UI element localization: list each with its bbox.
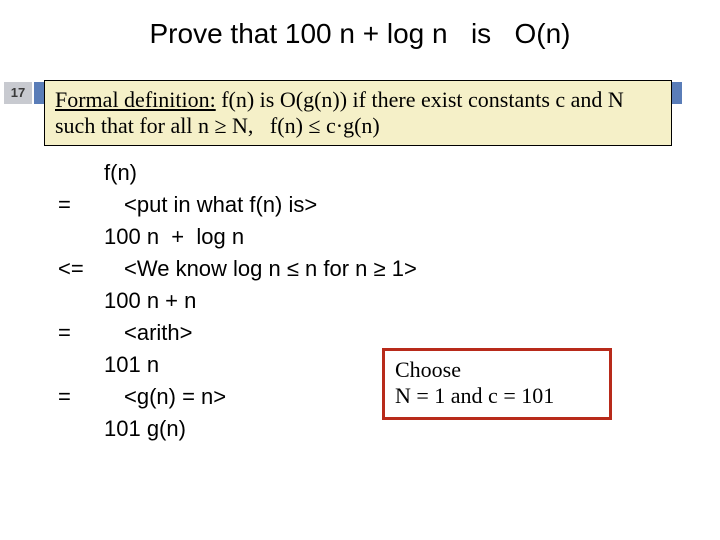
- choose-line: Choose: [395, 357, 599, 383]
- proof-line: <We know log n ≤ n for n ≥ 1>: [102, 256, 678, 282]
- proof-line: <put in what f(n) is>: [102, 192, 678, 218]
- slide-title: Prove that 100 n + log n is O(n): [0, 18, 720, 50]
- choose-box: Choose N = 1 and c = 101: [382, 348, 612, 420]
- proof-line: 100 n + log n: [102, 224, 678, 250]
- proof-line: 100 n + n: [102, 288, 678, 314]
- definition-box: Formal definition: f(n) is O(g(n)) if th…: [44, 80, 672, 146]
- proof-op: =: [58, 192, 102, 218]
- proof-op: =: [58, 320, 102, 346]
- proof-line: f(n): [102, 160, 678, 186]
- proof-op: <=: [58, 256, 102, 282]
- page-number: 17: [4, 82, 32, 104]
- definition-label: Formal definition:: [55, 87, 216, 112]
- proof-op: =: [58, 384, 102, 410]
- proof-line: <arith>: [102, 320, 678, 346]
- choose-line: N = 1 and c = 101: [395, 383, 599, 409]
